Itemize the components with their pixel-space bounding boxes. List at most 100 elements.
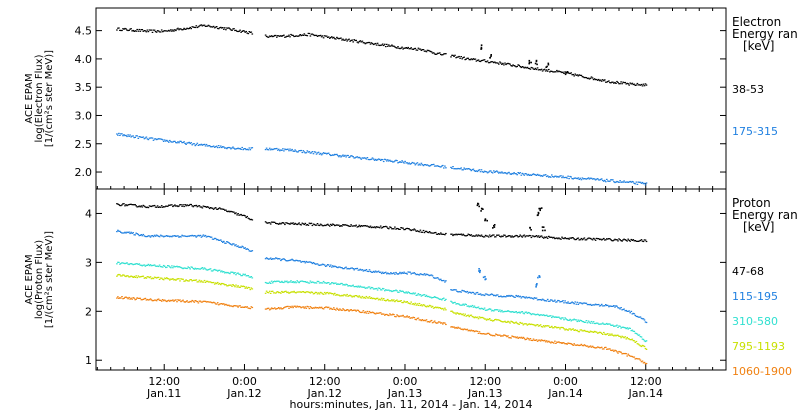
legend-title: Energy ran — [732, 27, 798, 41]
data-point — [318, 264, 321, 266]
data-point — [466, 328, 469, 330]
data-point — [319, 291, 322, 293]
data-point — [279, 308, 281, 310]
data-point — [395, 300, 397, 302]
data-point — [430, 297, 433, 299]
data-point — [565, 71, 568, 74]
data-point — [129, 232, 131, 235]
data-point — [245, 306, 247, 308]
data-point — [298, 150, 300, 152]
data-point — [154, 138, 157, 140]
data-point — [284, 280, 286, 282]
data-point — [322, 293, 325, 295]
data-point — [636, 343, 639, 345]
data-point — [598, 323, 601, 325]
data-point — [373, 288, 376, 290]
data-point — [347, 285, 349, 287]
data-point — [153, 234, 156, 236]
data-point — [561, 300, 563, 303]
data-point — [607, 80, 609, 83]
data-point — [267, 292, 270, 294]
data-point — [439, 279, 441, 281]
data-point — [249, 308, 252, 310]
data-point — [500, 295, 502, 297]
data-point — [117, 27, 119, 29]
data-point — [451, 167, 453, 169]
data-point — [317, 264, 320, 266]
data-point — [615, 350, 617, 352]
data-point — [316, 280, 319, 282]
data-point — [430, 164, 433, 166]
data-point — [471, 59, 474, 61]
data-point — [345, 266, 347, 268]
data-point — [204, 145, 207, 147]
data-point — [464, 328, 466, 330]
data-point — [535, 68, 538, 71]
data-point — [432, 163, 435, 165]
data-point — [299, 291, 301, 293]
data-point — [365, 158, 368, 160]
data-point — [187, 142, 189, 144]
data-point — [248, 147, 251, 149]
data-point — [477, 293, 480, 295]
data-point — [304, 306, 307, 308]
data-point — [196, 26, 199, 29]
data-point — [564, 343, 566, 345]
data-point — [391, 299, 393, 301]
data-point — [168, 278, 170, 280]
data-point — [371, 287, 374, 289]
data-point — [343, 155, 345, 157]
data-point — [297, 291, 299, 293]
data-point — [381, 299, 384, 301]
data-point — [437, 298, 440, 300]
data-point — [556, 316, 558, 318]
data-point — [442, 233, 444, 235]
data-point — [408, 162, 410, 164]
data-point — [477, 318, 480, 320]
data-point — [232, 146, 234, 148]
data-point — [625, 181, 627, 183]
data-point — [366, 225, 369, 227]
data-point — [251, 147, 254, 149]
data-point — [645, 362, 648, 365]
data-point — [402, 227, 404, 229]
data-point — [640, 83, 643, 86]
data-point — [429, 320, 432, 322]
data-point — [327, 264, 330, 266]
data-point — [237, 30, 239, 33]
data-point — [387, 45, 389, 47]
data-point — [233, 211, 235, 213]
data-point — [179, 235, 181, 238]
data-point — [548, 300, 550, 302]
data-point — [599, 238, 602, 240]
data-point — [119, 204, 121, 207]
data-point — [181, 29, 183, 31]
data-point — [137, 233, 140, 235]
data-point — [184, 280, 186, 282]
data-point — [548, 325, 550, 327]
data-point — [638, 344, 641, 346]
data-point — [212, 25, 215, 27]
data-point — [500, 320, 502, 322]
data-point — [541, 175, 544, 177]
data-point — [559, 238, 561, 240]
data-point — [330, 283, 332, 285]
data-point — [582, 330, 585, 332]
data-point — [343, 39, 345, 41]
data-point — [160, 138, 163, 140]
data-point — [357, 285, 360, 287]
data-point — [308, 261, 311, 263]
data-point — [575, 329, 578, 332]
data-point — [156, 30, 159, 32]
data-point — [595, 178, 598, 180]
data-point — [120, 205, 122, 207]
data-point — [538, 207, 540, 210]
data-point — [486, 309, 489, 311]
data-point — [239, 147, 241, 150]
data-point — [576, 320, 579, 323]
data-point — [424, 305, 427, 307]
data-point — [489, 170, 492, 172]
data-point — [169, 279, 171, 281]
data-point — [143, 30, 146, 32]
data-point — [246, 32, 248, 34]
